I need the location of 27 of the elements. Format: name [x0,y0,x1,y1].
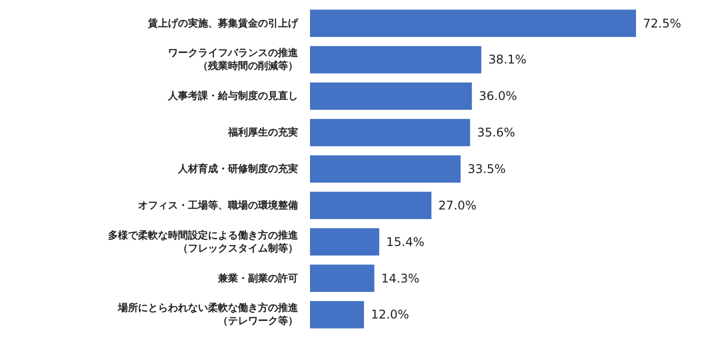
y-tick-label: 場所にとらわれない柔軟な働き方の推進（テレワーク等） [117,302,299,327]
data-label: 27.0% [438,198,477,212]
y-tick-label: 人材育成・研修制度の充実 [177,162,298,174]
bar [310,82,472,110]
bar [310,46,482,74]
data-label: 12.0% [370,308,410,322]
y-tick-label: オフィス・工場等、職場の環境整備 [138,198,298,211]
y-tick-label: 福利厚生の充実 [227,126,298,138]
y-tick-label: 多様で柔軟な時間設定による働き方の推進（フレックスタイム制等） [108,228,299,254]
data-label: 36.0% [478,89,517,104]
bar [310,10,636,37]
bar [310,118,470,146]
bar [310,228,380,256]
y-tick-label: 人事考課・給与制度の見直し [167,90,298,102]
bar [310,301,364,328]
bar [310,264,374,292]
y-tick-label: 兼業・副業の許可 [217,272,298,284]
bar [310,192,432,220]
bar [310,155,461,183]
data-label: 14.3% [381,271,420,286]
y-tick-label: ワークライフバランスの推進（残業時間の削減等） [168,46,299,72]
data-label: 15.4% [386,234,424,249]
data-label: 33.5% [468,162,506,176]
y-tick-label: 賃上げの実施、募集賃金の引上げ [147,16,299,29]
data-label: 38.1% [488,52,526,67]
data-label: 35.6% [477,126,516,140]
data-label: 72.5% [643,16,682,30]
